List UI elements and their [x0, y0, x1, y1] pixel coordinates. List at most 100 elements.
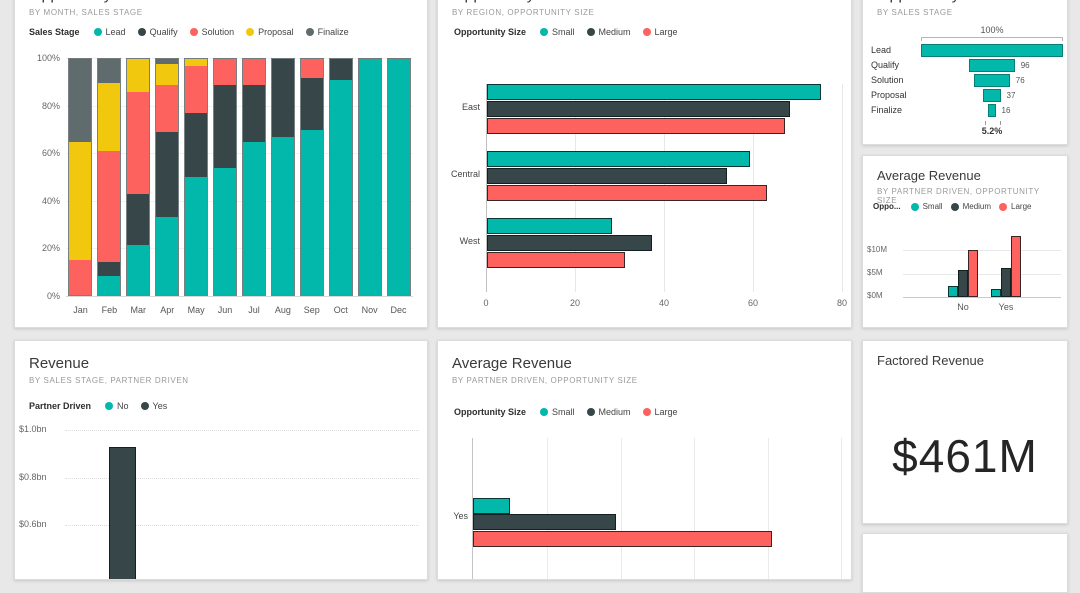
legend-item-medium[interactable]: Medium	[586, 407, 631, 417]
legend-label: Small	[552, 27, 575, 37]
segment-solution[interactable]	[300, 59, 323, 78]
segment-finalize[interactable]	[156, 59, 179, 64]
bar-west-large[interactable]	[487, 252, 625, 268]
segment-lead[interactable]	[98, 276, 121, 295]
segment-proposal[interactable]	[127, 59, 150, 93]
legend-item-solution[interactable]: Solution	[189, 27, 234, 37]
card-subtitle: BY REGION, OPPORTUNITY SIZE	[452, 8, 595, 17]
segment-solution[interactable]	[185, 66, 208, 114]
segment-qualify[interactable]	[300, 77, 323, 130]
funnel-value-label: 96	[1020, 61, 1030, 70]
column-feb[interactable]	[97, 58, 122, 296]
column-aug[interactable]	[270, 58, 295, 296]
x-axis-label: Jun	[217, 305, 233, 315]
segment-solution[interactable]	[98, 151, 121, 262]
funnel-bar-lead[interactable]	[921, 44, 1063, 57]
legend-item-large[interactable]: Large	[642, 27, 678, 37]
legend-item-small[interactable]: Small	[910, 202, 943, 211]
bar-yes-medium[interactable]	[473, 514, 616, 530]
bar-central-large[interactable]	[487, 185, 768, 201]
card-title: Average Revenue	[877, 168, 981, 183]
legend-item-lead[interactable]: Lead	[93, 27, 126, 37]
segment-lead[interactable]	[242, 141, 265, 295]
legend-item-proposal[interactable]: Proposal	[246, 27, 294, 37]
segment-proposal[interactable]	[156, 63, 179, 85]
column-nov[interactable]	[357, 58, 382, 296]
segment-solution[interactable]	[214, 59, 237, 85]
column-jan[interactable]	[68, 58, 93, 296]
segment-lead[interactable]	[156, 217, 179, 295]
segment-finalize[interactable]	[98, 59, 121, 83]
bar-yes-large[interactable]	[473, 531, 772, 547]
bar-yes-small[interactable]	[473, 498, 510, 514]
bar-east-medium[interactable]	[487, 101, 790, 117]
segment-lead[interactable]	[358, 59, 381, 295]
bar-yes[interactable]	[109, 446, 136, 579]
funnel-bar-finalize[interactable]	[988, 104, 996, 117]
bar-east-small[interactable]	[487, 84, 821, 100]
segment-qualify[interactable]	[329, 59, 352, 81]
segment-qualify[interactable]	[242, 84, 265, 142]
segment-qualify[interactable]	[185, 113, 208, 177]
segment-solution[interactable]	[242, 59, 265, 85]
funnel-bar-qualify[interactable]	[969, 59, 1015, 72]
segment-proposal[interactable]	[185, 59, 208, 67]
segment-finalize[interactable]	[69, 59, 92, 142]
segment-qualify[interactable]	[271, 59, 294, 137]
segment-lead[interactable]	[185, 177, 208, 295]
column-apr[interactable]	[155, 58, 180, 296]
column-oct[interactable]	[328, 58, 353, 296]
legend-item-yes[interactable]: Yes	[140, 401, 167, 411]
legend-item-small[interactable]: Small	[540, 27, 575, 37]
column-dec[interactable]	[386, 58, 411, 296]
segment-qualify[interactable]	[156, 132, 179, 218]
bar-yes-large[interactable]	[1011, 235, 1021, 297]
legend-title: Partner Driven	[29, 401, 92, 411]
segment-proposal[interactable]	[98, 82, 121, 152]
bar-yes-medium[interactable]	[1001, 267, 1011, 297]
segment-lead[interactable]	[387, 59, 410, 295]
column-sep[interactable]	[299, 58, 324, 296]
segment-lead[interactable]	[271, 136, 294, 295]
column-jun[interactable]	[213, 58, 238, 296]
legend-item-medium[interactable]: Medium	[586, 27, 631, 37]
segment-qualify[interactable]	[214, 84, 237, 168]
x-axis-label: Sep	[303, 305, 320, 315]
segment-qualify[interactable]	[127, 193, 150, 246]
bar-west-medium[interactable]	[487, 235, 652, 251]
legend-item-finalize[interactable]: Finalize	[305, 27, 349, 37]
bar-no-large[interactable]	[968, 250, 978, 297]
segment-lead[interactable]	[300, 129, 323, 295]
column-jul[interactable]	[241, 58, 266, 296]
legend-item-large[interactable]: Large	[642, 407, 678, 417]
funnel-bar-proposal[interactable]	[983, 89, 1001, 102]
legend-item-qualify[interactable]: Qualify	[137, 27, 178, 37]
bar-east-large[interactable]	[487, 118, 786, 134]
funnel-bottom-ticks	[985, 121, 1001, 125]
bar-central-small[interactable]	[487, 151, 750, 167]
legend-item-large[interactable]: Large	[999, 202, 1032, 211]
bar-no-small[interactable]	[948, 285, 958, 297]
y-axis-label: $0.6bn	[19, 519, 47, 529]
segment-lead[interactable]	[329, 80, 352, 295]
y-axis-label: 80%	[41, 100, 60, 111]
x-axis-label: Nov	[361, 305, 378, 315]
segment-lead[interactable]	[214, 167, 237, 295]
segment-qualify[interactable]	[98, 261, 121, 277]
segment-solution[interactable]	[127, 92, 150, 194]
segment-solution[interactable]	[69, 259, 92, 295]
legend-item-no[interactable]: No	[105, 401, 129, 411]
bar-yes-small[interactable]	[991, 289, 1001, 297]
segment-lead[interactable]	[127, 245, 150, 295]
card-factored-revenue: Factored Revenue $461M	[862, 340, 1068, 524]
funnel-bar-solution[interactable]	[974, 74, 1010, 87]
column-mar[interactable]	[126, 58, 151, 296]
bar-no-medium[interactable]	[958, 269, 968, 297]
segment-proposal[interactable]	[69, 141, 92, 260]
legend-item-medium[interactable]: Medium	[950, 202, 991, 211]
segment-solution[interactable]	[156, 84, 179, 133]
bar-west-small[interactable]	[487, 218, 612, 234]
legend-item-small[interactable]: Small	[540, 407, 575, 417]
column-may[interactable]	[184, 58, 209, 296]
bar-central-medium[interactable]	[487, 168, 728, 184]
